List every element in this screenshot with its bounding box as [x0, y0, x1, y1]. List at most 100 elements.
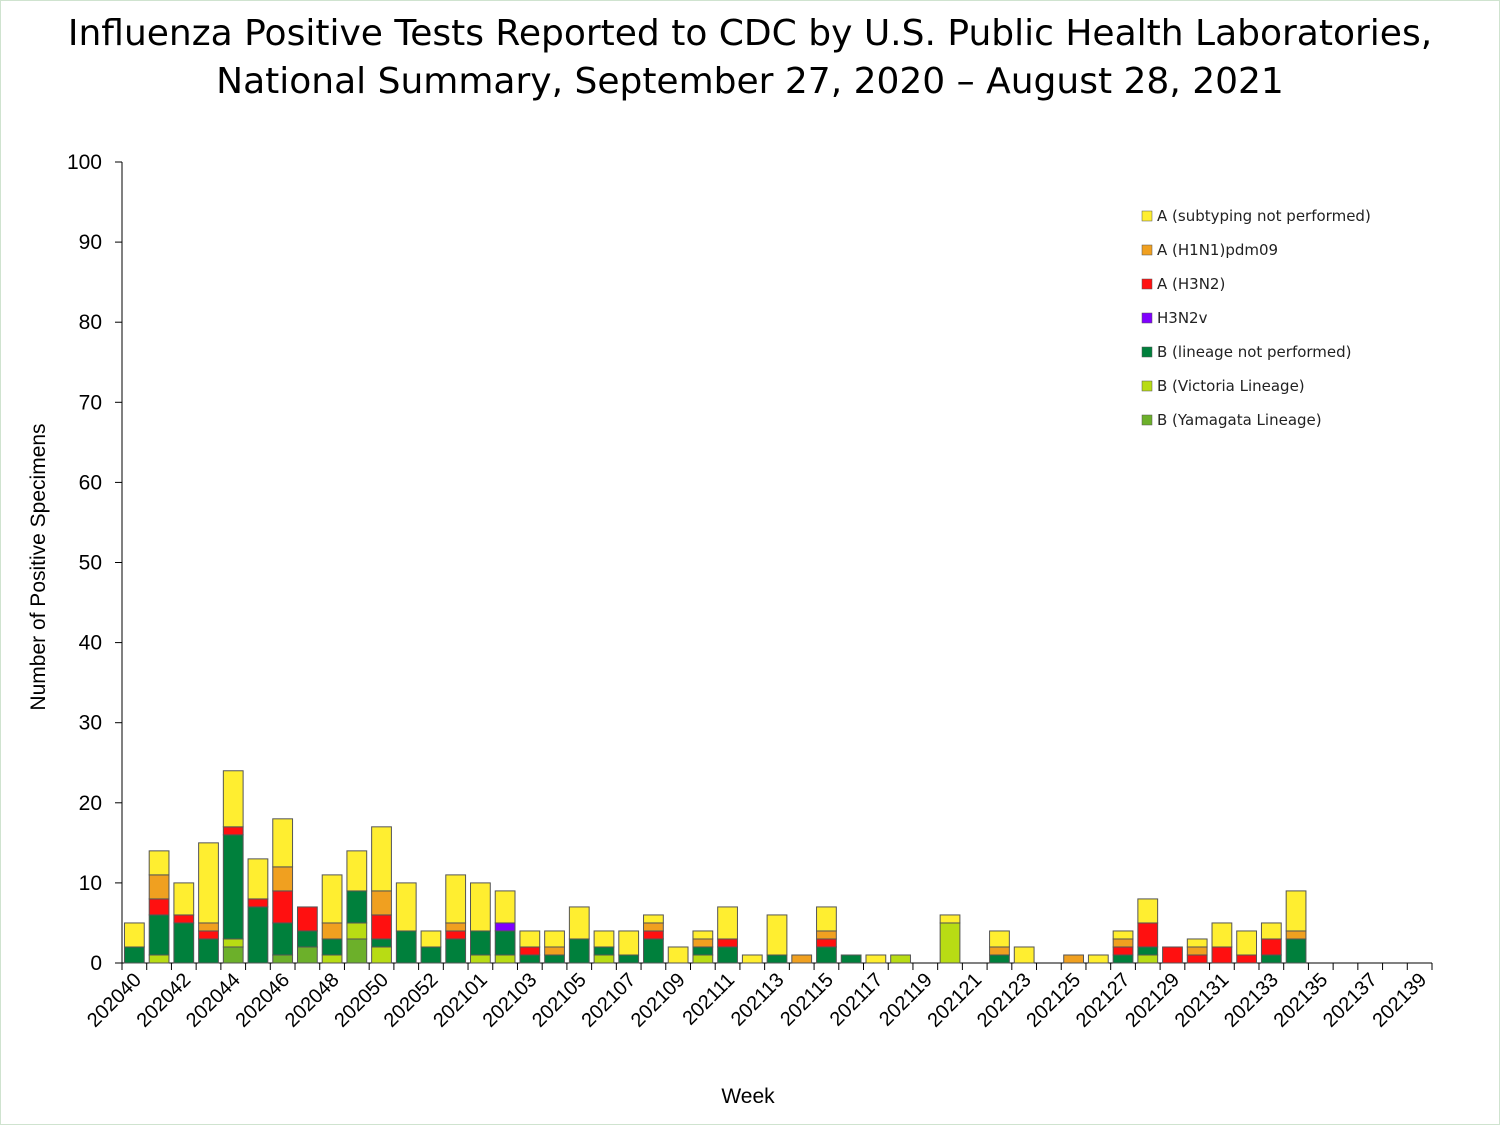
bar-segment-202105-b-lineage-not-performed: [568, 938, 590, 964]
bar-segment-202047-b-lineage-not-performed: [296, 930, 318, 948]
x-tick-label: 202137: [1319, 969, 1382, 1032]
chart-title-line-1: Influenza Positive Tests Reported to CDC…: [67, 13, 1433, 54]
x-tick-label: 202133: [1220, 969, 1283, 1032]
bar-segment-202115-a-h3n2: [816, 938, 837, 948]
legend-label: A (H1N1)pdm09: [1157, 241, 1278, 259]
chart-title-line-2: National Summary, September 27, 2020 – A…: [216, 61, 1284, 102]
bar-segment-202122-a-subtyping-not-performed: [989, 930, 1010, 948]
bar-segment-202101-a-subtyping-not-performed: [470, 882, 491, 932]
bar-segment-202123-a-subtyping-not-performed: [1013, 946, 1035, 964]
bar-segment-202127-a-subtyping-not-performed: [1112, 930, 1134, 940]
bar-segment-202114-a-h1n1-pdm09: [791, 954, 813, 964]
bar-segment-202126-a-subtyping-not-performed: [1087, 954, 1109, 964]
bar-segment-202043-b-lineage-not-performed: [198, 938, 219, 964]
legend-label: A (subtyping not performed): [1157, 207, 1371, 225]
bar-segment-202103-b-lineage-not-performed: [519, 954, 541, 964]
bar-segment-202048-b-victoria-lineage: [321, 954, 343, 964]
bar-segment-202046-a-h1n1-pdm09: [272, 866, 294, 892]
bar-segment-202050-b-lineage-not-performed: [371, 938, 392, 948]
x-tick-label: 202105: [528, 969, 591, 1032]
bar-segment-202122-a-h1n1-pdm09: [989, 946, 1010, 956]
bar-segment-202050-b-victoria-lineage: [371, 946, 392, 964]
bar-segment-202128-a-h3n2: [1137, 922, 1159, 948]
bar-segment-202045-b-lineage-not-performed: [247, 906, 269, 964]
legend-label: H3N2v: [1157, 309, 1208, 327]
x-tick-label: 202111: [678, 969, 739, 1030]
bar-segment-202046-b-lineage-not-performed: [272, 922, 294, 956]
bar-segment-202111-b-lineage-not-performed: [717, 946, 738, 964]
bar-segment-202041-a-subtyping-not-performed: [148, 850, 170, 876]
bar-segment-202040-a-subtyping-not-performed: [123, 922, 145, 948]
x-tick-label: 202044: [182, 969, 245, 1032]
bar-segment-202106-b-lineage-not-performed: [593, 946, 615, 956]
bar-segment-202043-a-h1n1-pdm09: [198, 922, 219, 932]
legend-label: B (Yamagata Lineage): [1157, 411, 1322, 429]
bar-segment-202043-a-subtyping-not-performed: [198, 842, 219, 924]
x-tick-label: 202129: [1121, 969, 1184, 1032]
x-tick-label: 202121: [924, 969, 987, 1032]
bar-segment-202049-b-victoria-lineage: [346, 922, 368, 940]
bar-segment-202042-b-lineage-not-performed: [173, 922, 195, 964]
bar-segment-202041-b-lineage-not-performed: [148, 914, 170, 956]
x-tick-label: 202046: [231, 969, 294, 1032]
bar-segment-202108-a-subtyping-not-performed: [643, 914, 664, 924]
bar-segment-202102-h3n2v: [494, 922, 516, 932]
x-tick-label: 202139: [1368, 969, 1431, 1032]
bar-segment-202112-a-subtyping-not-performed: [741, 954, 763, 964]
y-tick-label: 70: [79, 391, 102, 414]
bar-segment-202130-a-h3n2: [1186, 954, 1208, 964]
y-tick-label: 100: [67, 151, 102, 174]
x-tick-label: 202050: [330, 969, 393, 1032]
bar-segment-202133-a-subtyping-not-performed: [1260, 922, 1282, 940]
bar-segment-202042-a-h3n2: [173, 914, 195, 924]
bar-segment-202049-a-subtyping-not-performed: [346, 850, 368, 892]
bar-segment-202106-a-subtyping-not-performed: [593, 930, 615, 948]
bar-segment-202115-b-lineage-not-performed: [816, 946, 837, 964]
bar-segment-202109-a-subtyping-not-performed: [667, 946, 689, 964]
chart-title: Influenza Positive Tests Reported to CDC…: [0, 10, 1500, 106]
bar-segment-202128-a-subtyping-not-performed: [1137, 898, 1159, 924]
bar-segment-202105-a-subtyping-not-performed: [568, 906, 590, 940]
bar-segment-202110-b-victoria-lineage: [692, 954, 714, 964]
bar-segment-202048-a-subtyping-not-performed: [321, 874, 343, 924]
bar-segment-202106-b-victoria-lineage: [593, 954, 615, 964]
bar-segment-202052-b-lineage-not-performed: [420, 946, 442, 964]
legend-swatch: [1141, 210, 1153, 222]
x-tick-label: 202042: [133, 969, 196, 1032]
bar-segment-202118-b-victoria-lineage: [890, 954, 911, 964]
y-tick-label: 50: [79, 552, 102, 575]
bar-segment-202051-b-lineage-not-performed: [395, 930, 417, 964]
bar-segment-202134-b-lineage-not-performed: [1285, 938, 1307, 964]
bar-segment-202127-b-lineage-not-performed: [1112, 954, 1134, 964]
bar-segment-202101-b-lineage-not-performed: [470, 930, 491, 956]
bar-segment-202053-a-subtyping-not-performed: [445, 874, 467, 924]
bar-segment-202116-b-lineage-not-performed: [840, 954, 862, 964]
bar-segment-202120-b-victoria-lineage: [939, 922, 961, 964]
bar-segment-202110-b-lineage-not-performed: [692, 946, 714, 956]
bar-segment-202049-b-yamagata-lineage: [346, 938, 368, 964]
bar-segment-202049-b-lineage-not-performed: [346, 890, 368, 924]
bar-segment-202127-a-h1n1-pdm09: [1112, 938, 1134, 948]
y-tick-label: 40: [79, 632, 102, 655]
bar-segment-202128-b-lineage-not-performed: [1137, 946, 1159, 956]
y-tick-label: 90: [79, 231, 102, 254]
bar-segment-202110-a-h1n1-pdm09: [692, 938, 714, 948]
legend-swatch: [1141, 312, 1153, 324]
x-tick-label: 202115: [776, 969, 838, 1031]
bar-segment-202046-a-subtyping-not-performed: [272, 818, 294, 868]
bar-segment-202104-a-subtyping-not-performed: [544, 930, 565, 948]
bar-segment-202120-a-subtyping-not-performed: [939, 914, 961, 924]
bar-segment-202045-a-h3n2: [247, 898, 269, 908]
y-tick-label: 0: [90, 952, 102, 975]
legend-swatch: [1141, 414, 1153, 426]
bar-segment-202044-a-subtyping-not-performed: [222, 770, 244, 828]
bar-segment-202046-a-h3n2: [272, 890, 294, 924]
bar-segment-202043-a-h3n2: [198, 930, 219, 940]
bar-segment-202130-a-h1n1-pdm09: [1186, 946, 1208, 956]
bar-segment-202131-a-subtyping-not-performed: [1211, 922, 1233, 948]
bar-segment-202050-a-h1n1-pdm09: [371, 890, 392, 916]
bar-segment-202102-a-subtyping-not-performed: [494, 890, 516, 924]
bar-segment-202053-a-h1n1-pdm09: [445, 922, 467, 932]
bar-segment-202046-b-yamagata-lineage: [272, 954, 294, 964]
